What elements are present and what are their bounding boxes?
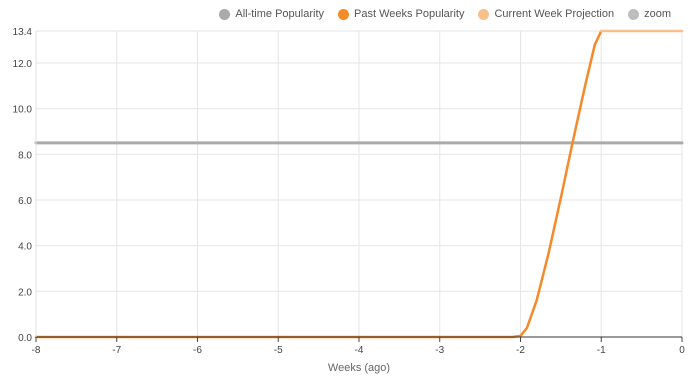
legend-item-zoom[interactable]: zoom [628, 8, 671, 20]
y-tick-label: 8.0 [18, 150, 32, 161]
x-tick-label: -1 [597, 345, 606, 356]
y-tick-label: 13.4 [13, 27, 33, 38]
y-tick-label: 4.0 [18, 242, 32, 253]
legend-label-all-time-popularity: All-time Popularity [235, 8, 324, 20]
legend-item-current-week-projection[interactable]: Current Week Projection [478, 8, 614, 20]
x-tick-label: -3 [435, 345, 444, 356]
legend-label-current-week-projection: Current Week Projection [494, 8, 615, 20]
y-tick-label: 12.0 [13, 59, 33, 70]
x-tick-label: -2 [516, 345, 525, 356]
x-tick-label: -5 [274, 345, 283, 356]
legend-label-past-weeks-popularity: Past Weeks Popularity [354, 8, 465, 20]
x-tick-label: -6 [193, 345, 202, 356]
x-tick-label: 0 [679, 345, 685, 356]
y-tick-label: 6.0 [18, 196, 32, 207]
y-tick-label: 2.0 [18, 287, 32, 298]
legend-label-zoom: zoom [644, 8, 671, 20]
legend-item-all-time-popularity[interactable]: All-time Popularity [219, 8, 324, 20]
x-axis-title: Weeks (ago) [328, 362, 390, 374]
x-tick-label: -4 [355, 345, 364, 356]
legend-swatch-current-week-projection [478, 8, 490, 20]
grid-layer [35, 30, 683, 338]
legend-swatch-all-time-popularity [219, 8, 231, 20]
x-tick-label: -8 [32, 345, 41, 356]
axis-layer: -8 -7 -6 -5 -4 -3 -2 -1 0 0.0 2.0 4.0 6.0 8.0 10.0 12.0… [13, 27, 686, 356]
y-tick-label: 10.0 [13, 105, 33, 116]
legend-swatch-zoom [628, 8, 640, 20]
legend-swatch-past-weeks-popularity [338, 8, 349, 20]
x-tick-label: -7 [112, 345, 121, 356]
legend-item-past-weeks-popularity[interactable]: Past Weeks Popularity [338, 8, 464, 20]
y-tick-label: 0.0 [18, 333, 32, 344]
legend: All-time Popularity Past Weeks Popularit… [219, 8, 671, 20]
